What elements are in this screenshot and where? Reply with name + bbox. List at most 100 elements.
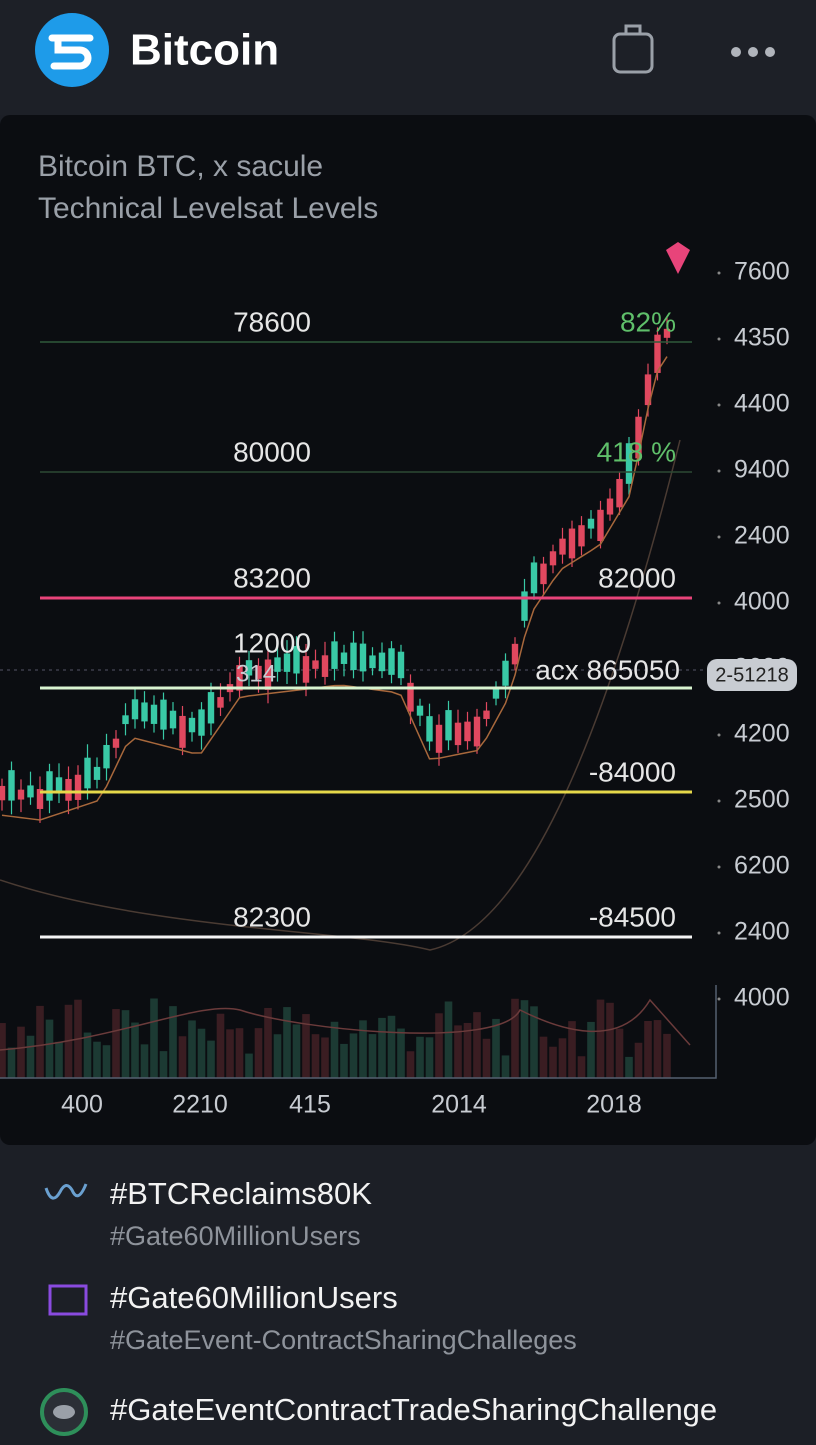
volume-bar xyxy=(501,1055,510,1078)
topic-list: #BTCReclaims80K#Gate60MillionUsers #Gate6… xyxy=(40,1176,717,1436)
candle-body xyxy=(416,705,424,716)
volume-bar xyxy=(7,1047,16,1078)
candle-body xyxy=(245,660,253,676)
axis-dot xyxy=(717,865,721,869)
candle-body xyxy=(521,591,528,621)
candle-body xyxy=(435,724,443,753)
header xyxy=(0,0,816,115)
volume-bar xyxy=(159,1051,168,1078)
axis-dot xyxy=(717,469,721,473)
candle-body xyxy=(74,774,82,800)
candle-body xyxy=(473,716,481,747)
volume-bar xyxy=(653,1020,662,1078)
candle-body xyxy=(217,697,224,708)
topic-subtitle: #GateEvent-ContractSharingChalleges xyxy=(110,1325,577,1355)
volume-bar xyxy=(568,1021,576,1078)
x-axis-label: 2018 xyxy=(586,1091,642,1119)
volume-bar xyxy=(663,1033,671,1078)
candle-body xyxy=(312,660,319,669)
candle-body xyxy=(578,525,585,547)
share-icon[interactable] xyxy=(612,24,654,74)
volume-bar xyxy=(321,1037,329,1078)
topic-icon-inner xyxy=(53,1405,75,1419)
volume-bar xyxy=(625,1056,633,1078)
candle-body xyxy=(502,660,509,686)
level-tag: 418 % xyxy=(597,436,676,467)
y-axis-label: 2500 xyxy=(734,786,790,814)
volume-bar xyxy=(302,1014,310,1078)
axis-dot xyxy=(717,931,721,935)
candle-body xyxy=(302,656,310,683)
candle-body xyxy=(160,699,167,730)
candle-body xyxy=(359,643,367,672)
axis-dot xyxy=(717,271,721,275)
level-tag: acx 865050 xyxy=(535,654,680,685)
topic-item[interactable]: #GateEventContractTradeSharingChallenge xyxy=(40,1388,717,1436)
volume-bar xyxy=(188,1020,196,1078)
volume-bar xyxy=(311,1034,320,1078)
candle-body xyxy=(635,416,642,459)
volume-bar xyxy=(463,1022,472,1078)
axis-dot xyxy=(717,337,721,341)
candle-body xyxy=(454,722,462,746)
volume-bar xyxy=(634,1042,643,1078)
volume-bar xyxy=(216,1013,225,1078)
volume-bar xyxy=(644,1020,652,1078)
candle-body xyxy=(122,715,129,725)
candle-body xyxy=(426,716,433,742)
topic-icon xyxy=(44,1183,88,1200)
candle-body xyxy=(17,789,25,800)
candle-body xyxy=(350,642,357,671)
topic-item[interactable]: #Gate60MillionUsers #GateEvent-ContractSh… xyxy=(48,1280,577,1355)
volume-bar xyxy=(482,1038,491,1078)
volume-bar xyxy=(131,1022,139,1078)
y-axis-label: 2400 xyxy=(734,522,790,550)
candle-body xyxy=(255,665,262,679)
level-label: 82300 xyxy=(233,901,311,932)
candle-body xyxy=(464,721,471,742)
volume-bar xyxy=(615,1028,624,1078)
y-axis-label: 4400 xyxy=(734,390,790,418)
volume-bar xyxy=(245,1053,253,1078)
volume-bar xyxy=(416,1036,424,1078)
candle-body xyxy=(625,443,633,484)
candle-body xyxy=(207,692,215,724)
volume-bar xyxy=(169,1006,177,1078)
candle-body xyxy=(606,498,614,515)
y-axis-label: 4350 xyxy=(734,324,790,352)
annotation: 314 xyxy=(236,660,276,687)
volume-bar xyxy=(473,1012,481,1078)
volume-bar xyxy=(596,999,605,1078)
axis-dot xyxy=(717,535,721,539)
level-label: 12000 xyxy=(233,627,311,658)
volume-bar xyxy=(378,1017,386,1078)
volume-bar xyxy=(558,1038,567,1078)
volume-bar xyxy=(264,1007,272,1078)
volume-bar xyxy=(112,1009,120,1078)
topic-item[interactable]: #BTCReclaims80K #Gate60MillionUsers xyxy=(44,1176,372,1251)
axis-dot xyxy=(717,403,721,407)
volume-bar xyxy=(530,1006,538,1078)
volume-bar xyxy=(93,1041,101,1078)
candle-body xyxy=(274,657,281,672)
volume-bar xyxy=(397,1028,405,1078)
y-axis-label: 4000 xyxy=(734,588,790,616)
candle-body xyxy=(483,710,490,719)
volume-bar xyxy=(0,1023,6,1078)
candle-body xyxy=(198,709,205,736)
candle-body xyxy=(188,717,196,733)
candle-body xyxy=(568,528,576,559)
more-menu[interactable] xyxy=(731,47,775,57)
candle-body xyxy=(103,744,110,769)
volume-bar xyxy=(36,1005,44,1078)
topic-title: #Gate60MillionUsers xyxy=(110,1280,398,1315)
volume-bar xyxy=(55,1041,63,1078)
volume-bar xyxy=(178,1036,187,1078)
candle-body xyxy=(587,518,595,529)
candle-body xyxy=(8,770,15,801)
volume-bar xyxy=(45,1019,54,1078)
price-tag: 2-51218 xyxy=(715,664,788,686)
candle-body xyxy=(93,766,101,780)
moving-average xyxy=(1,356,668,821)
axis-dot xyxy=(717,733,721,737)
